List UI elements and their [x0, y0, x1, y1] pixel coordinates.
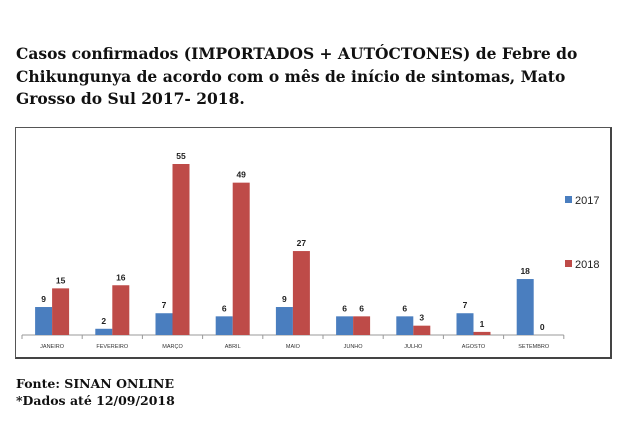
title-line-1: Casos confirmados (IMPORTADOS + AUTÓCTON… — [16, 44, 578, 63]
data-label: 6 — [222, 303, 227, 313]
x-tick-label: SETEMBRO — [518, 344, 550, 350]
x-tick-label: JANEIRO — [40, 344, 65, 350]
data-label: 3 — [419, 313, 424, 323]
bar-2017-junho — [336, 316, 354, 335]
footer: Fonte: SINAN ONLINE *Dados até 12/09/201… — [16, 375, 175, 409]
data-label: 6 — [342, 303, 347, 313]
data-label: 49 — [236, 170, 246, 180]
bar-2018-março — [172, 164, 190, 335]
bar-chart: 915JANEIRO216FEVEREIRO755MARÇO649ABRIL92… — [21, 151, 599, 350]
data-label: 2 — [101, 316, 106, 326]
legend-swatch-2018 — [565, 260, 572, 267]
bar-2018-maio — [292, 251, 310, 335]
bar-2018-junho — [353, 316, 371, 335]
bar-2018-agosto — [473, 331, 491, 335]
data-label: 7 — [162, 300, 167, 310]
legend-swatch-2017 — [565, 196, 572, 203]
x-tick-label: ABRIL — [225, 344, 241, 350]
bar-2017-janeiro — [35, 307, 53, 335]
data-label: 15 — [56, 275, 66, 285]
bar-2017-setembro — [516, 279, 534, 335]
bar-2017-fevereiro — [95, 328, 113, 335]
bar-2017-abril — [215, 316, 233, 335]
date-note: *Dados até 12/09/2018 — [16, 393, 175, 408]
data-label: 7 — [463, 300, 468, 310]
chart-area: 9 15 JANEIRO 2 16 FEVEREIRO 7 55 MARÇO 6 49 ABRIL 9 2… — [15, 127, 612, 359]
bar-2017-maio — [275, 307, 293, 335]
data-label: 27 — [297, 238, 307, 248]
x-tick-label: JULHO — [404, 344, 423, 350]
bar-2018-abril — [232, 182, 250, 335]
legend-label-2017: 2017 — [575, 195, 599, 207]
x-tick-label: FEVEREIRO — [96, 344, 129, 350]
bar-2018-fevereiro — [112, 285, 130, 335]
chart-title: Casos confirmados (IMPORTADOS + AUTÓCTON… — [16, 43, 626, 111]
bar-2017-agosto — [456, 313, 474, 335]
data-label: 6 — [359, 303, 364, 313]
data-label: 16 — [116, 272, 126, 282]
title-line-3: Grosso do Sul 2017- 2018. — [16, 89, 245, 108]
data-label: 0 — [540, 322, 545, 332]
bar-2017-março — [155, 313, 173, 335]
legend-label-2018: 2018 — [575, 259, 599, 271]
data-label: 1 — [480, 319, 485, 329]
x-tick-label: MARÇO — [162, 344, 183, 350]
data-label: 9 — [41, 294, 46, 304]
bar-2018-janeiro — [52, 288, 70, 335]
x-tick-label: MAIO — [286, 344, 301, 350]
data-label: 9 — [282, 294, 287, 304]
data-label: 18 — [520, 266, 530, 276]
source-note: Fonte: SINAN ONLINE — [16, 376, 174, 391]
title-line-2: Chikungunya de acordo com o mês de iníci… — [16, 66, 566, 86]
bar-2018-julho — [413, 325, 431, 335]
x-tick-label: AGOSTO — [462, 344, 486, 350]
data-label: 55 — [176, 151, 186, 161]
x-tick-label: JUNHO — [344, 344, 364, 350]
bar-2017-julho — [396, 316, 414, 335]
data-label: 6 — [402, 303, 407, 313]
